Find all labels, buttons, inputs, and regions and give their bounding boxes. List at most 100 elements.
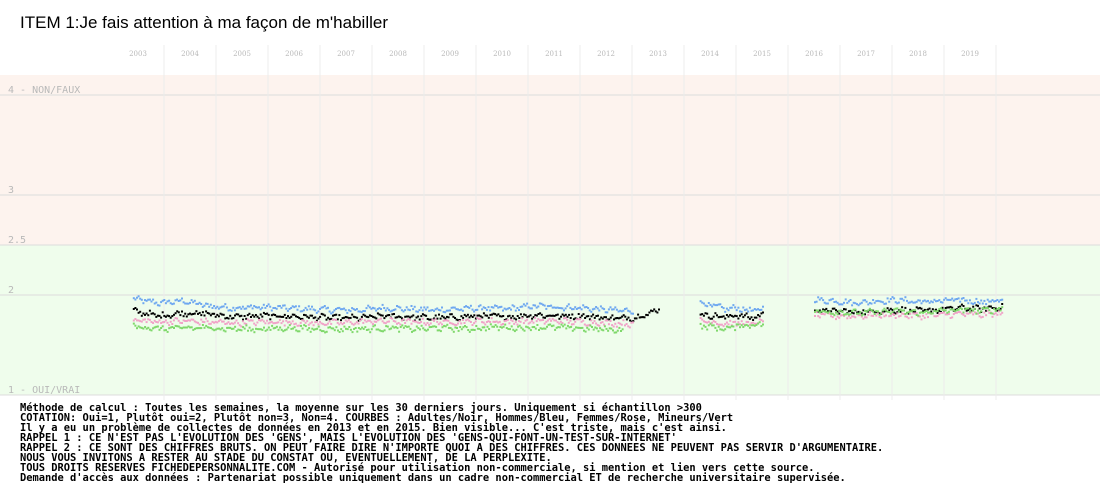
data-point <box>864 309 866 312</box>
data-point <box>368 314 371 317</box>
data-point <box>312 324 315 327</box>
data-point <box>574 320 577 323</box>
data-point <box>743 324 746 327</box>
data-point <box>431 309 434 311</box>
data-point <box>280 315 283 318</box>
data-point <box>315 320 318 323</box>
data-point <box>737 321 740 324</box>
data-point <box>352 308 355 311</box>
data-point <box>989 312 992 315</box>
data-point <box>169 316 172 319</box>
data-point <box>187 325 190 328</box>
data-point <box>927 311 929 314</box>
data-point <box>611 314 614 317</box>
data-point <box>290 322 293 325</box>
data-point <box>214 315 217 318</box>
data-point <box>452 330 455 333</box>
data-point <box>485 321 488 323</box>
data-point <box>561 307 564 310</box>
data-point <box>256 306 259 309</box>
data-point <box>883 302 886 305</box>
data-point <box>956 311 958 314</box>
data-point <box>923 308 926 311</box>
data-point <box>253 322 256 325</box>
data-point <box>569 306 572 309</box>
data-point <box>753 316 756 319</box>
data-point <box>717 303 720 306</box>
data-point <box>397 322 400 324</box>
data-point <box>323 314 326 317</box>
data-point <box>843 308 845 311</box>
data-point <box>367 316 370 319</box>
data-point <box>219 318 222 321</box>
data-point <box>362 321 365 324</box>
data-point <box>902 299 905 302</box>
data-point <box>709 322 712 325</box>
data-point <box>897 315 900 318</box>
data-point <box>615 325 618 328</box>
data-point <box>386 314 389 317</box>
data-point <box>301 327 304 330</box>
data-point <box>920 307 923 310</box>
data-point <box>357 310 360 313</box>
data-point <box>823 313 826 316</box>
data-point <box>978 307 981 310</box>
data-point <box>846 301 849 304</box>
data-point <box>486 314 489 317</box>
data-point <box>755 316 758 319</box>
data-point <box>873 301 876 304</box>
data-point <box>359 328 362 331</box>
data-point <box>965 309 968 312</box>
data-point <box>320 330 323 333</box>
data-point <box>493 325 495 328</box>
data-point <box>904 296 907 299</box>
data-point <box>529 307 532 310</box>
data-point <box>973 311 976 314</box>
data-point <box>447 316 450 319</box>
data-point <box>571 323 573 326</box>
data-point <box>267 313 270 316</box>
data-point <box>620 330 622 332</box>
data-point <box>991 315 994 318</box>
data-point <box>351 307 354 310</box>
data-point <box>330 322 333 325</box>
data-point <box>822 308 825 311</box>
data-point <box>870 309 873 312</box>
data-point <box>316 327 319 330</box>
data-point <box>346 316 349 319</box>
data-point <box>551 317 554 320</box>
data-point <box>333 318 336 321</box>
data-point <box>918 306 921 309</box>
data-point <box>546 305 549 308</box>
data-point <box>240 314 243 317</box>
data-point <box>400 319 403 322</box>
data-point <box>873 311 876 314</box>
data-point <box>886 297 889 300</box>
data-point <box>822 299 825 302</box>
data-point <box>375 328 378 331</box>
data-point <box>952 309 955 312</box>
data-point <box>737 323 740 326</box>
data-point <box>724 317 727 320</box>
data-point <box>496 325 499 328</box>
data-point <box>563 323 566 326</box>
data-point <box>894 301 897 304</box>
data-point <box>264 313 267 315</box>
data-point <box>878 313 881 316</box>
data-point <box>994 309 997 312</box>
data-point <box>156 314 159 317</box>
data-point <box>351 331 354 334</box>
data-point <box>830 298 833 301</box>
data-point <box>291 305 294 308</box>
data-point <box>550 304 553 307</box>
data-point <box>930 312 933 315</box>
data-point <box>365 315 368 318</box>
data-point <box>604 319 607 322</box>
data-point <box>380 314 383 317</box>
data-point <box>423 322 426 325</box>
data-point <box>972 303 975 305</box>
data-point <box>981 307 984 309</box>
data-point <box>197 321 199 324</box>
data-point <box>314 328 317 331</box>
data-point <box>454 317 456 319</box>
